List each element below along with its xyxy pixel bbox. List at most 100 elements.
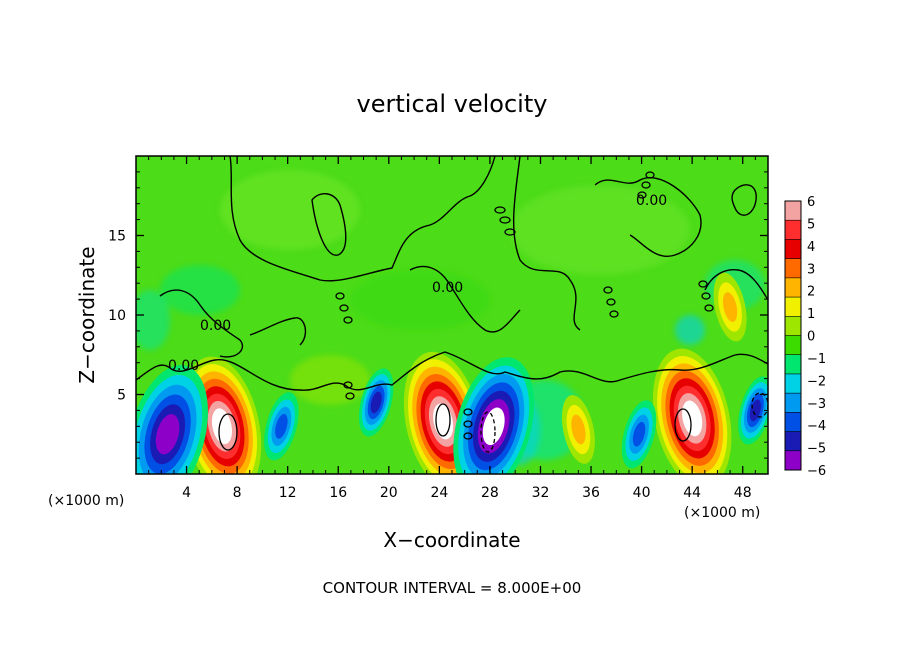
colorbar-swatch (785, 258, 801, 279)
x-tick-label: 16 (329, 485, 347, 501)
contour-loop (641, 181, 651, 189)
colorbar-label: −4 (807, 419, 826, 434)
contour-label: 0.00 (636, 193, 667, 209)
colorbar-label: 1 (807, 307, 815, 322)
contour-loop (345, 392, 355, 400)
contour-loop (637, 191, 647, 199)
contour-loop (463, 432, 473, 440)
contour-loop (463, 408, 473, 416)
contour-loop (645, 171, 655, 179)
x-tick-label: 12 (279, 485, 297, 501)
colorbar-label: −3 (807, 397, 826, 412)
colorbar-swatch (785, 335, 801, 356)
contour-loop (603, 286, 613, 294)
x-tick-label: 40 (633, 485, 651, 501)
colorbar-label: −1 (807, 352, 826, 367)
x-tick-label: 36 (582, 485, 600, 501)
contour-loop (698, 280, 708, 288)
y-tick-label: 10 (108, 308, 126, 324)
x-tick-label: 4 (182, 485, 191, 501)
x-unit-label-left: (×1000 m) (48, 493, 124, 509)
contour-loop (751, 392, 768, 418)
downdraft-cell (621, 400, 657, 469)
colorbar-label: 0 (807, 330, 815, 345)
updraft-cell (561, 395, 595, 464)
chart-title: vertical velocity (357, 90, 548, 118)
colorbar-label: −6 (807, 464, 826, 479)
contour-loop (701, 292, 711, 300)
contour-line (731, 184, 757, 216)
y-tick-label: 15 (108, 229, 126, 245)
contour-loop (463, 420, 473, 428)
velocity-features (136, 272, 768, 474)
contour-line (704, 268, 768, 301)
downdraft-cell (738, 376, 768, 445)
contour-loop (339, 304, 349, 312)
colorbar-swatch (785, 450, 801, 471)
contour-loop (609, 310, 619, 318)
contour-band (370, 391, 382, 414)
x-tick-label: 24 (430, 485, 448, 501)
x-tick-label: 20 (380, 485, 398, 501)
contour-band (571, 414, 586, 445)
colorbar: 6 5 4 3 2 1 0 −1 −2 −3 −4 −5 −6 (784, 195, 826, 479)
contour-loop (606, 298, 616, 306)
contour-line (229, 156, 496, 282)
x-tick-label: 28 (481, 485, 499, 501)
contour-loops (218, 171, 768, 453)
contour-label: 0.00 (432, 280, 463, 296)
colorbar-label: 5 (807, 217, 815, 232)
contour-band (632, 421, 646, 447)
downdraft-cell (358, 368, 394, 437)
colorbar-swatch (785, 201, 801, 221)
y-axis-label: Z−coordinate (75, 246, 99, 383)
colorbar-swatch (785, 239, 801, 260)
contour-loop (499, 216, 511, 224)
colorbar-swatch (785, 412, 801, 433)
contour-loop (704, 304, 714, 312)
y-tick-label: 5 (117, 388, 126, 404)
colorbar-label: −2 (807, 374, 826, 389)
contour-band (682, 400, 703, 437)
colorbar-label: 4 (807, 240, 815, 255)
colorbar-swatch (785, 297, 801, 317)
field-patch (160, 265, 240, 315)
field-patch (675, 315, 705, 345)
contour-loop (218, 413, 238, 451)
contour-loop (335, 292, 345, 300)
contour-loop (343, 316, 353, 324)
updraft-cell (713, 272, 747, 342)
contour-loop (435, 403, 451, 437)
contour-band (482, 407, 505, 446)
colorbar-label: 2 (807, 285, 815, 300)
field-patch (350, 270, 490, 330)
colorbar-swatch (785, 393, 801, 413)
field-patch (136, 290, 170, 350)
colorbar-swatch (785, 316, 801, 336)
contour-label: 0.00 (200, 318, 231, 334)
velocity-field (136, 170, 768, 474)
contour-band (211, 408, 233, 445)
x-tick-label: 8 (233, 485, 242, 501)
contour-line (594, 177, 702, 258)
contour-line (159, 289, 244, 358)
contour-lines (136, 156, 768, 391)
contour-band (275, 413, 288, 439)
contour-band (155, 414, 180, 455)
contour-label: 0.00 (168, 358, 199, 374)
plot-area: 0.00 0.00 0.00 0.00 4 8 12 16 20 24 28 32 36 40 44… (108, 155, 769, 501)
contour-loop (343, 381, 353, 389)
x-axis-label: X−coordinate (383, 528, 520, 552)
field-patch (220, 170, 360, 250)
x-tick-label: 32 (532, 485, 550, 501)
contour-loop (494, 206, 506, 214)
colorbar-label: −5 (807, 442, 826, 457)
x-tick-label: 44 (683, 485, 701, 501)
x-tick-label: 48 (734, 485, 752, 501)
downdraft-cell (136, 365, 208, 474)
downdraft-cell (453, 357, 535, 474)
contour-line (311, 193, 347, 256)
colorbar-swatch (785, 220, 801, 240)
